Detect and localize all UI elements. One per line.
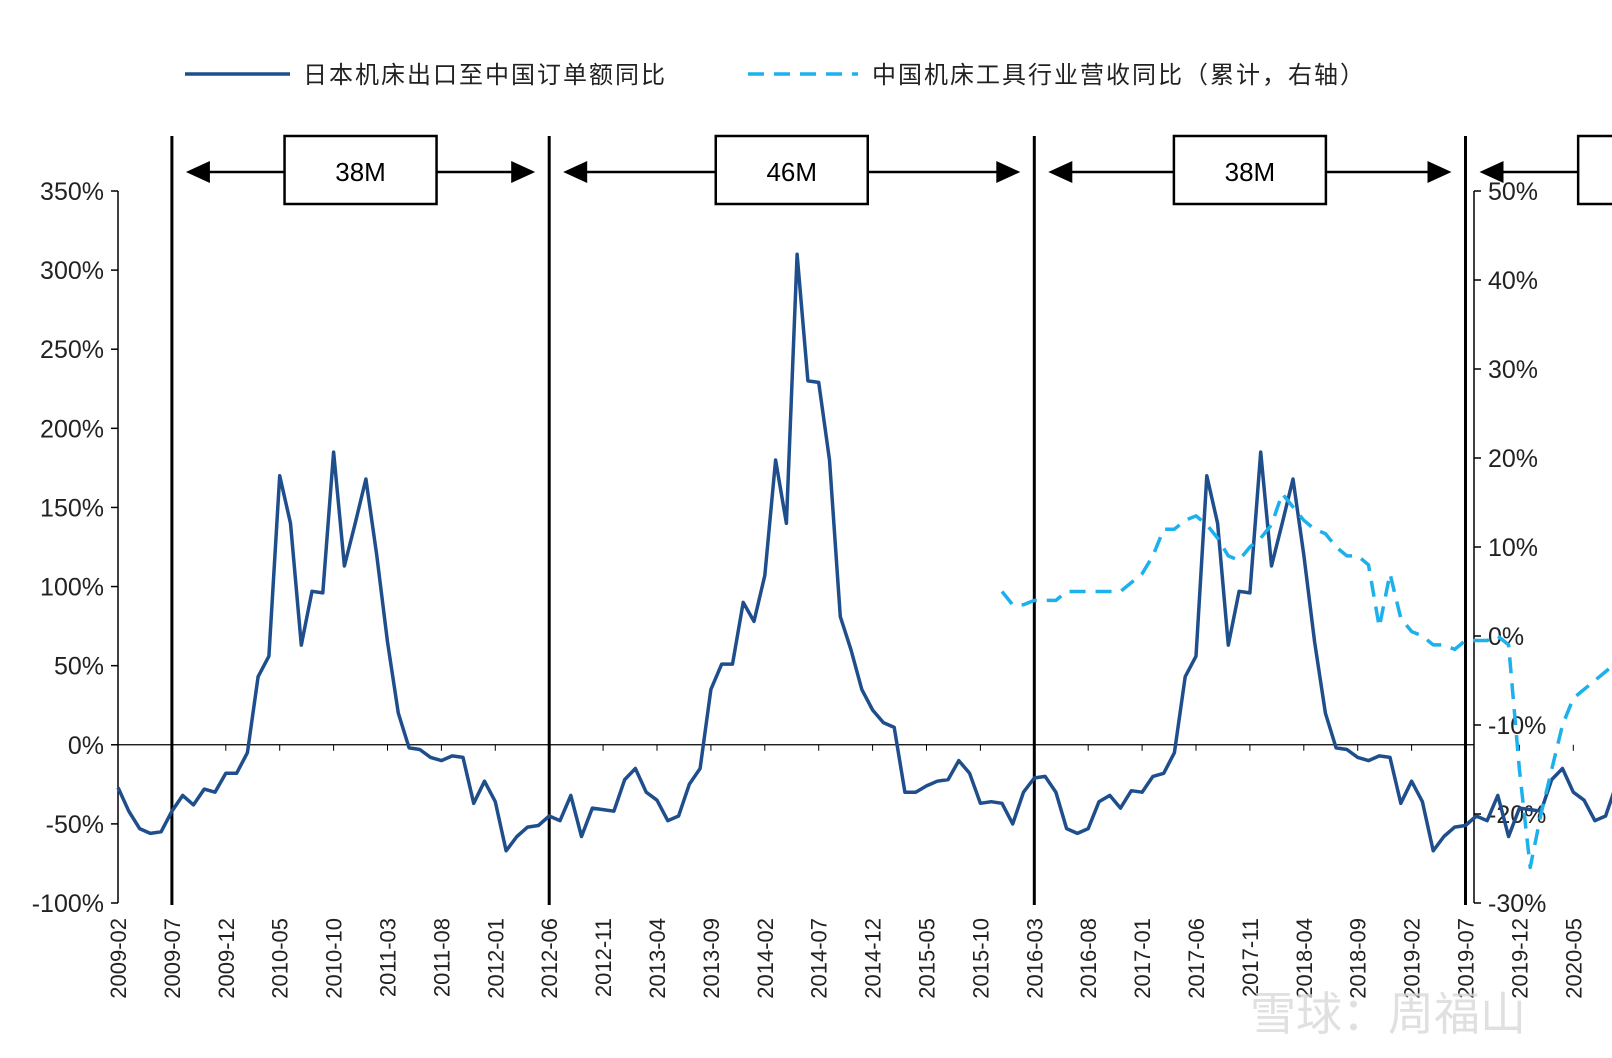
x-tick-label: 2012-11 — [591, 918, 616, 997]
x-tick-label: 2010-10 — [322, 918, 347, 999]
y-left-tick-label: 300% — [40, 257, 104, 285]
y-left-tick-label: 0% — [68, 732, 104, 760]
x-tick-label: 2019-12 — [1507, 918, 1532, 999]
period-box — [283, 134, 438, 206]
y-right-tick-label: 50% — [1488, 178, 1538, 206]
x-tick-label: 2017-11 — [1238, 918, 1263, 997]
y-left-tick-label: 350% — [40, 178, 104, 206]
x-tick-label: 2013-09 — [699, 918, 724, 999]
x-tick-label: 2018-09 — [1346, 918, 1371, 999]
y-left-tick-label: 150% — [40, 494, 104, 522]
x-tick-label: 2018-04 — [1292, 918, 1317, 999]
x-tick-label: 2017-06 — [1184, 918, 1209, 999]
y-right-tick-label: 40% — [1488, 267, 1538, 295]
x-tick-label: 2015-05 — [915, 918, 940, 999]
y-left-tick-label: 200% — [40, 415, 104, 443]
y-right-tick-label: 30% — [1488, 356, 1538, 384]
y-left-tick-label: 100% — [40, 574, 104, 602]
period-annotation: 36M — [1479, 134, 1612, 206]
x-axis: 2009-02 2009-07 2009-12 2010-05 2010-10 2011-… — [106, 744, 1586, 999]
x-tick-label: 2020-05 — [1561, 918, 1586, 999]
x-tick-label: 2009-07 — [160, 918, 185, 999]
series-line-secondary — [1000, 491, 1612, 870]
arrow-right-icon — [996, 161, 1021, 183]
arrow-right-icon — [511, 161, 536, 183]
legend-label-secondary: 中国机床工具行业营收同比（累计，右轴） — [872, 61, 1366, 89]
period-annotations: 38M 46M 38M 36M — [185, 134, 1612, 206]
arrow-left-icon — [1048, 161, 1073, 183]
x-tick-label: 2014-02 — [753, 918, 778, 999]
legend: 日本机床出口至中国订单额同比 中国机床工具行业营收同比（累计，右轴） — [185, 61, 1366, 89]
arrow-left-icon — [1479, 161, 1504, 183]
legend-label-primary: 日本机床出口至中国订单额同比 — [303, 61, 667, 89]
y-right-tick-label: 20% — [1488, 445, 1538, 473]
period-box — [1576, 134, 1612, 206]
period-annotation: 38M — [185, 134, 536, 206]
arrow-left-icon — [185, 161, 210, 183]
arrow-right-icon — [1427, 161, 1452, 183]
period-label: 46M — [766, 157, 817, 187]
x-tick-label: 2013-04 — [645, 918, 670, 999]
x-tick-label: 2010-05 — [268, 918, 293, 999]
y-left-tick-label: -100% — [32, 890, 104, 918]
x-tick-label: 2014-12 — [861, 918, 886, 999]
y-right-tick-label: -30% — [1488, 890, 1546, 918]
x-tick-label: 2009-02 — [106, 918, 131, 999]
x-tick-label: 2012-01 — [483, 918, 508, 999]
x-tick-label: 2014-07 — [807, 918, 832, 999]
x-tick-label: 2019-07 — [1454, 918, 1479, 999]
x-tick-label: 2012-06 — [537, 918, 562, 999]
x-tick-label: 2017-01 — [1130, 918, 1155, 999]
x-tick-label: 2016-03 — [1022, 918, 1047, 999]
watermark: 雪球：周福山 — [1250, 987, 1526, 1041]
period-annotation: 46M — [563, 134, 1021, 206]
y-right-tick-label: 10% — [1488, 534, 1538, 562]
x-tick-label: 2011-08 — [429, 918, 454, 997]
period-box — [1172, 134, 1328, 206]
y-left-tick-label: 50% — [54, 653, 104, 681]
y-axis-left: -100% -50% 0% 50% 100% 150% 200% 250% 300% 350% — [32, 178, 119, 918]
x-tick-label: 2015-10 — [968, 918, 993, 999]
y-right-tick-label: 0% — [1488, 623, 1524, 651]
series-layer — [116, 252, 1612, 870]
y-axis-right: -30%-20%-10%0%10%20%30%40%50% — [1473, 178, 1546, 918]
period-annotation: 38M — [1048, 134, 1452, 206]
period-label: 38M — [335, 157, 386, 187]
y-left-tick-label: -50% — [46, 811, 104, 839]
arrow-left-icon — [563, 161, 588, 183]
period-label: 38M — [1225, 157, 1276, 187]
period-box — [714, 134, 869, 206]
x-tick-label: 2019-02 — [1400, 918, 1425, 999]
x-tick-label: 2016-08 — [1076, 918, 1101, 999]
y-left-tick-label: 250% — [40, 336, 104, 364]
series-line-primary — [116, 252, 1612, 853]
x-tick-label: 2009-12 — [214, 918, 239, 999]
x-tick-label: 2011-03 — [376, 918, 401, 997]
